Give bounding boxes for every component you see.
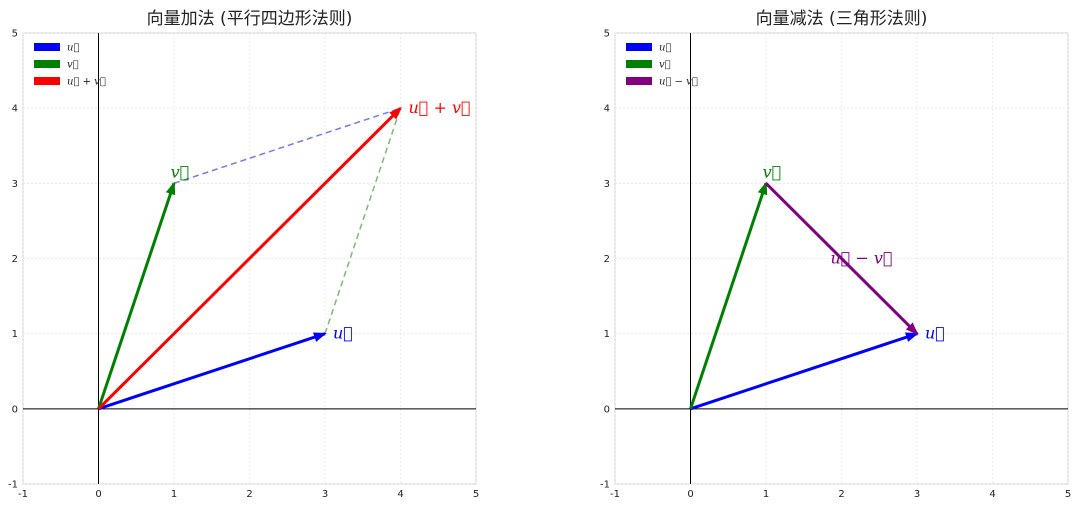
y-tick-label: 1: [12, 329, 18, 340]
x-tick-label: 2: [246, 489, 252, 500]
x-tick-label: 2: [838, 489, 844, 500]
x-tick-label: 5: [473, 489, 479, 500]
vector-u: [98, 332, 327, 411]
x-tick-label: 1: [171, 489, 177, 500]
y-tick-label: 5: [12, 29, 18, 40]
chart-title: 向量加法 (平行四边形法则): [147, 9, 353, 29]
chart-panel-1: -1 0 1 2 3 4 5 -1 0 1 2 3 4 5 向量加法 (平行四边形法则) u⃗ v⃗ u⃗ + v…: [8, 9, 479, 500]
x-tick-label: -1: [610, 489, 620, 500]
legend: u⃗ v⃗ u⃗ + v⃗: [34, 43, 106, 88]
legend-label: u⃗: [659, 43, 671, 54]
y-tick-label: 2: [12, 254, 18, 265]
x-tick-label: 0: [95, 489, 101, 500]
legend-label: u⃗ + v⃗: [67, 77, 106, 88]
vector-u: [690, 332, 919, 411]
vector-label: v⃗: [171, 162, 190, 181]
x-tick-label: 0: [687, 489, 693, 500]
x-tick-label: 3: [914, 489, 920, 500]
vector-uplusminus-v: [97, 106, 402, 410]
vector-label: u⃗: [925, 324, 945, 343]
x-tick-label: 4: [989, 489, 995, 500]
y-tick-label: 3: [12, 179, 18, 190]
legend-label: v⃗: [659, 60, 671, 71]
vector-label: u⃗ + v⃗: [409, 98, 471, 117]
legend-label: v⃗: [67, 60, 79, 71]
vector-v: [97, 181, 176, 410]
x-tick-label: -1: [18, 489, 28, 500]
legend-swatch: [34, 77, 60, 85]
y-tick-label: 0: [12, 404, 18, 415]
chart-title: 向量减法 (三角形法则): [756, 9, 928, 29]
y-tick-label: 4: [12, 104, 18, 115]
y-tick-label: 5: [604, 29, 610, 40]
x-tick-label: 3: [322, 489, 328, 500]
legend: u⃗ v⃗ u⃗ − v⃗: [626, 43, 698, 88]
legend-swatch: [34, 43, 60, 51]
y-tick-label: 0: [604, 404, 610, 415]
legend-swatch: [34, 60, 60, 68]
y-tick-label: 3: [604, 179, 610, 190]
legend-label: u⃗ − v⃗: [659, 77, 698, 88]
x-tick-label: 1: [763, 489, 769, 500]
y-tick-label: 4: [604, 104, 610, 115]
legend-label: u⃗: [67, 43, 79, 54]
vector-v: [689, 181, 768, 410]
vector-label: u⃗: [333, 324, 353, 343]
y-tick-label: 1: [604, 329, 610, 340]
y-tick-label: -1: [8, 480, 18, 491]
x-tick-label: 4: [397, 489, 403, 500]
vector-uminus-v: [764, 182, 919, 336]
x-tick-label: 5: [1065, 489, 1071, 500]
vector-label: v⃗: [763, 162, 782, 181]
y-tick-label: -1: [600, 480, 610, 491]
legend-swatch: [626, 60, 652, 68]
legend-swatch: [626, 77, 652, 85]
y-tick-label: 2: [604, 254, 610, 265]
legend-swatch: [626, 43, 652, 51]
vector-label: u⃗ − v⃗: [830, 249, 892, 268]
